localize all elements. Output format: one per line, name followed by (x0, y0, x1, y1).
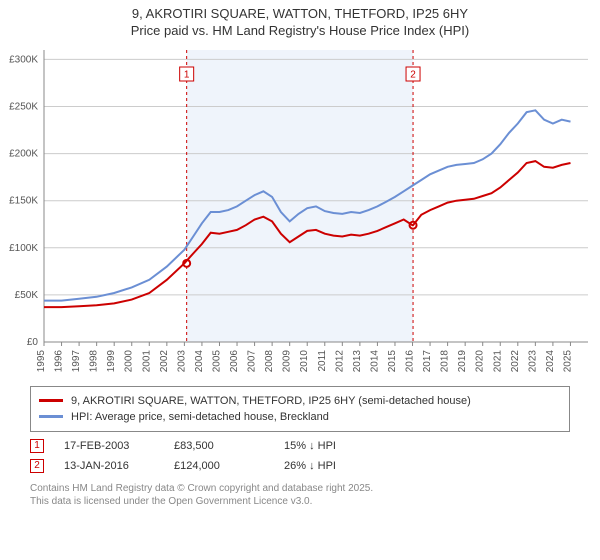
svg-text:£300K: £300K (9, 54, 38, 65)
svg-text:2018: 2018 (440, 349, 451, 372)
chart-area: £0 £50K £100K £150K £200K £250K £300K 1995 1996 1… (0, 40, 600, 380)
svg-text:£50K: £50K (15, 290, 39, 301)
svg-text:2023: 2023 (527, 349, 538, 372)
attribution: Contains HM Land Registry data © Crown c… (30, 482, 570, 508)
svg-text:£200K: £200K (9, 148, 38, 159)
svg-text:2014: 2014 (369, 349, 380, 372)
svg-text:1995: 1995 (36, 349, 47, 372)
svg-text:2016: 2016 (405, 349, 416, 372)
svg-text:2015: 2015 (387, 349, 398, 372)
title-line2: Price paid vs. HM Land Registry's House … (0, 23, 600, 40)
svg-text:2020: 2020 (475, 349, 486, 372)
legend-item: 9, AKROTIRI SQUARE, WATTON, THETFORD, IP… (39, 393, 561, 409)
svg-text:1996: 1996 (54, 349, 65, 372)
svg-text:2008: 2008 (264, 349, 275, 372)
sale-price: £124,000 (174, 460, 264, 472)
svg-text:2: 2 (410, 69, 416, 80)
svg-text:2006: 2006 (229, 349, 240, 372)
attribution-line1: Contains HM Land Registry data © Crown c… (30, 482, 570, 495)
legend: 9, AKROTIRI SQUARE, WATTON, THETFORD, IP… (30, 386, 570, 432)
legend-item: HPI: Average price, semi-detached house,… (39, 409, 561, 425)
svg-text:1997: 1997 (71, 349, 82, 372)
legend-swatch (39, 415, 63, 418)
svg-text:1: 1 (184, 69, 190, 80)
svg-text:2001: 2001 (141, 349, 152, 372)
chart-title: 9, AKROTIRI SQUARE, WATTON, THETFORD, IP… (0, 0, 600, 40)
svg-text:2025: 2025 (562, 349, 573, 372)
svg-text:2004: 2004 (194, 349, 205, 372)
svg-text:2012: 2012 (334, 349, 345, 372)
sale-row: 2 13-JAN-2016 £124,000 26% ↓ HPI (30, 456, 570, 476)
attribution-line2: This data is licensed under the Open Gov… (30, 495, 570, 508)
svg-text:2013: 2013 (352, 349, 363, 372)
sale-date: 17-FEB-2003 (64, 440, 154, 452)
svg-text:2021: 2021 (492, 349, 503, 372)
svg-text:2022: 2022 (510, 349, 521, 372)
svg-text:2007: 2007 (247, 349, 258, 372)
legend-label: 9, AKROTIRI SQUARE, WATTON, THETFORD, IP… (71, 395, 471, 407)
sale-badge: 1 (30, 439, 44, 453)
legend-swatch (39, 399, 63, 402)
sale-badge: 2 (30, 459, 44, 473)
sale-row: 1 17-FEB-2003 £83,500 15% ↓ HPI (30, 436, 570, 456)
svg-text:£100K: £100K (9, 243, 38, 254)
svg-text:£150K: £150K (9, 195, 38, 206)
svg-text:2003: 2003 (176, 349, 187, 372)
svg-text:1998: 1998 (89, 349, 100, 372)
line-chart: £0 £50K £100K £150K £200K £250K £300K 1995 1996 1… (0, 40, 600, 380)
svg-text:2009: 2009 (282, 349, 293, 372)
svg-text:2002: 2002 (159, 349, 170, 372)
svg-text:2011: 2011 (317, 349, 328, 371)
svg-text:2019: 2019 (457, 349, 468, 372)
sale-markers-table: 1 17-FEB-2003 £83,500 15% ↓ HPI 2 13-JAN-2016… (30, 436, 570, 476)
sale-delta: 15% ↓ HPI (284, 440, 374, 452)
svg-text:2010: 2010 (299, 349, 310, 372)
sale-price: £83,500 (174, 440, 264, 452)
sale-delta: 26% ↓ HPI (284, 460, 374, 472)
title-line1: 9, AKROTIRI SQUARE, WATTON, THETFORD, IP… (0, 6, 600, 23)
svg-text:2017: 2017 (422, 349, 433, 372)
svg-text:1999: 1999 (106, 349, 117, 372)
legend-label: HPI: Average price, semi-detached house,… (71, 411, 329, 423)
svg-text:£250K: £250K (9, 101, 38, 112)
svg-text:2024: 2024 (545, 349, 556, 372)
sale-date: 13-JAN-2016 (64, 460, 154, 472)
svg-text:£0: £0 (27, 337, 39, 348)
svg-text:2000: 2000 (124, 349, 135, 372)
svg-text:2005: 2005 (211, 349, 222, 372)
